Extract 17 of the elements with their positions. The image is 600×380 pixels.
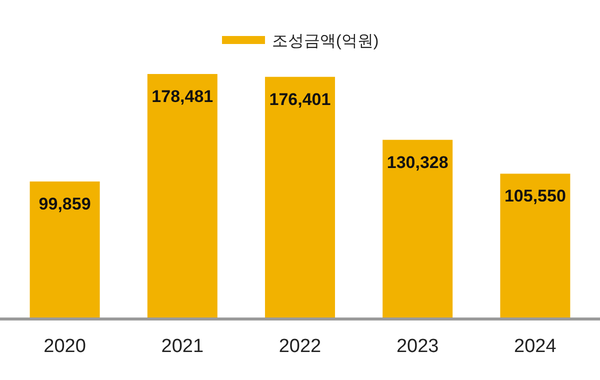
- data-label: 130,328: [386, 152, 448, 172]
- bar: [147, 74, 218, 318]
- legend: 조성금액(억원): [222, 33, 379, 50]
- legend-label: 조성금액(억원): [272, 33, 379, 50]
- data-label: 176,401: [269, 90, 331, 109]
- bar: [500, 174, 570, 318]
- x-tick-label: 2020: [44, 336, 86, 357]
- x-tick-label: 2022: [278, 336, 322, 357]
- x-tick-label: 2023: [396, 336, 439, 357]
- x-tick-label: 2024: [514, 336, 557, 357]
- data-label: 99,859: [38, 194, 91, 214]
- data-label: 105,550: [504, 186, 566, 206]
- bar: [30, 181, 100, 318]
- data-label: 178,481: [152, 87, 214, 106]
- bar: [382, 140, 453, 318]
- x-tick-label: 2021: [161, 336, 204, 357]
- bar: [265, 76, 335, 318]
